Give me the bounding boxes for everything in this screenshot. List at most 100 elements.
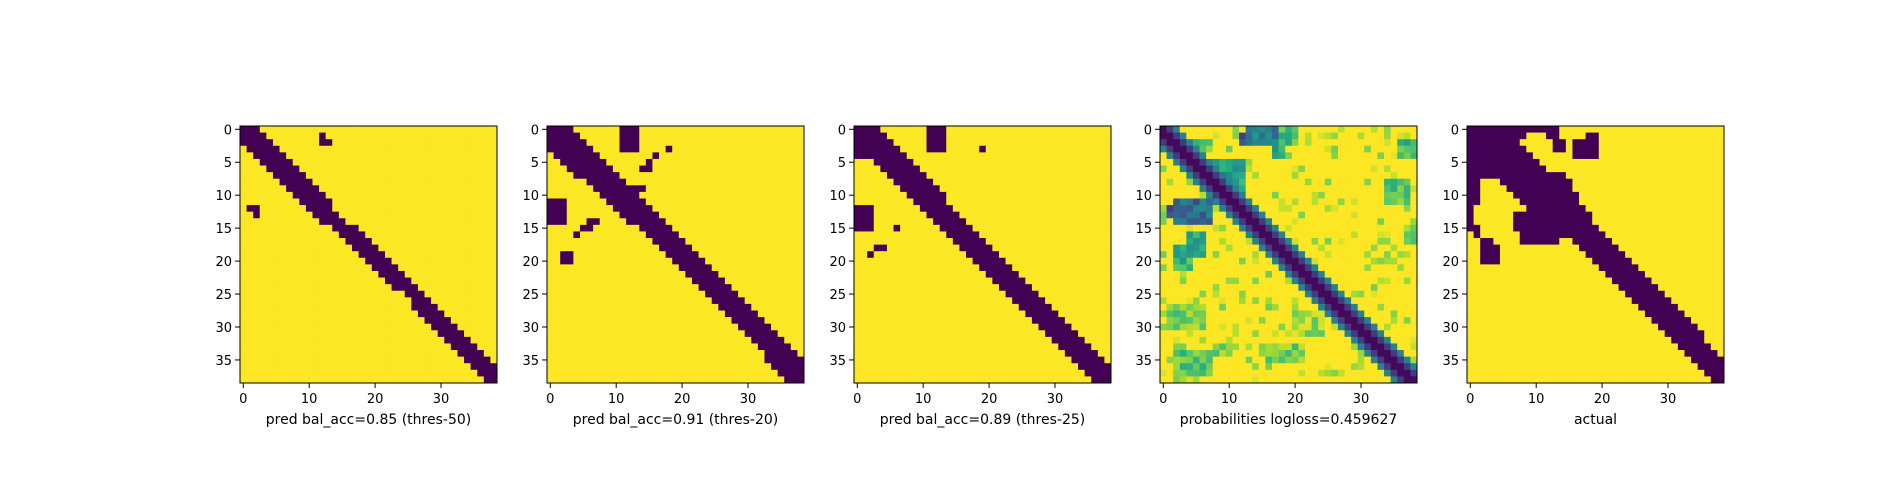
heatmap-cell: [632, 218, 640, 226]
heatmap-cell: [573, 178, 581, 186]
heatmap-cell: [854, 317, 861, 325]
heatmap-cell: [1025, 205, 1033, 213]
heatmap-cell: [645, 257, 653, 265]
heatmap-cell: [1397, 172, 1405, 180]
heatmap-cell: [691, 211, 699, 219]
heatmap-cell: [966, 172, 973, 180]
heatmap-cell: [573, 158, 581, 166]
heatmap-cell: [470, 224, 478, 232]
heatmap-cell: [1078, 363, 1085, 371]
heatmap-cell: [959, 336, 967, 344]
heatmap-cell: [652, 126, 660, 133]
heatmap-cell: [345, 369, 353, 377]
heatmap-cell: [893, 317, 901, 325]
heatmap-cell: [992, 369, 1000, 377]
heatmap-cell: [738, 363, 746, 371]
heatmap-cell: [1403, 178, 1411, 186]
heatmap-cell: [678, 251, 686, 259]
heatmap-cell: [253, 185, 261, 193]
heatmap-cell: [606, 303, 614, 311]
heatmap-cell: [312, 290, 320, 298]
heatmap-cell: [705, 126, 713, 133]
heatmap-cell: [560, 323, 568, 331]
heatmap-cell: [305, 336, 313, 344]
heatmap-cell: [450, 336, 458, 344]
heatmap-cell: [771, 297, 778, 305]
heatmap-cell: [1025, 126, 1033, 133]
heatmap-cell: [738, 317, 746, 325]
heatmap-cell: [744, 356, 752, 364]
heatmap-cell: [299, 270, 307, 278]
heatmap-cell: [751, 264, 759, 272]
heatmap-cell: [470, 270, 478, 278]
heatmap-cell: [880, 330, 888, 338]
heatmap-cell: [691, 303, 699, 311]
heatmap-cell: [612, 185, 620, 193]
heatmap-cell: [240, 343, 247, 351]
heatmap-cell: [860, 132, 868, 140]
heatmap-cell: [764, 257, 772, 265]
heatmap-cell: [1064, 218, 1072, 226]
heatmap-cell: [873, 251, 881, 259]
heatmap-cell: [1179, 145, 1187, 153]
heatmap-cell: [952, 270, 960, 278]
heatmap-cell: [1370, 132, 1378, 140]
heatmap-cell: [784, 290, 792, 298]
heatmap-cell: [1304, 172, 1312, 180]
heatmap-cell: [665, 297, 673, 305]
heatmap-cell: [685, 343, 693, 351]
heatmap-cell: [477, 277, 485, 285]
heatmap-cell: [1064, 185, 1072, 193]
heatmap-cell: [626, 310, 634, 318]
heatmap-cell: [619, 251, 627, 259]
x-tick-label: 10: [915, 392, 932, 407]
heatmap-cell: [332, 270, 340, 278]
heatmap-cell: [586, 251, 594, 259]
heatmap-cell: [1173, 152, 1181, 160]
heatmap-cell: [913, 310, 921, 318]
heatmap-cell: [626, 244, 634, 252]
heatmap-cell: [437, 191, 445, 199]
heatmap-cell: [1058, 158, 1066, 166]
heatmap-cell: [573, 264, 581, 272]
heatmap-cell: [417, 165, 425, 173]
heatmap-cell: [900, 323, 908, 331]
heatmap-cell: [659, 126, 666, 133]
heatmap-cell: [404, 185, 412, 193]
heatmap-cell: [612, 303, 620, 311]
heatmap-cell: [691, 369, 699, 377]
heatmap-cell: [411, 369, 419, 377]
heatmap-cell: [365, 303, 373, 311]
heatmap-cell: [566, 297, 574, 305]
heatmap-cell: [764, 238, 772, 245]
heatmap-cell: [586, 158, 594, 166]
heatmap-cell: [639, 231, 647, 239]
heatmap-cell: [992, 198, 1000, 206]
heatmap-cell: [764, 139, 772, 147]
heatmap-cell: [424, 145, 432, 153]
heatmap-cell: [305, 356, 313, 364]
heatmap-cell: [893, 270, 901, 278]
heatmap-cell: [1104, 211, 1112, 219]
heatmap-cell: [240, 257, 247, 265]
heatmap-cell: [312, 277, 320, 285]
heatmap-cell: [566, 356, 574, 364]
heatmap-cell: [437, 363, 445, 371]
heatmap-cell: [672, 198, 680, 206]
heatmap-cell: [900, 238, 908, 245]
heatmap-cell: [777, 257, 785, 265]
heatmap-cell: [873, 126, 881, 133]
heatmap-cell: [1166, 165, 1174, 173]
heatmap-cell: [299, 317, 307, 325]
heatmap-cell: [1045, 238, 1053, 245]
heatmap-cell: [1091, 343, 1099, 351]
heatmap-cell: [1071, 323, 1079, 331]
heatmap-cell: [371, 317, 379, 325]
heatmap-cell: [705, 317, 713, 325]
heatmap-cell: [711, 277, 719, 285]
heatmap-cell: [854, 185, 861, 193]
heatmap-cell: [332, 139, 340, 147]
heatmap-cell: [867, 218, 875, 226]
heatmap-cell: [619, 198, 627, 206]
heatmap-cell: [560, 211, 568, 219]
